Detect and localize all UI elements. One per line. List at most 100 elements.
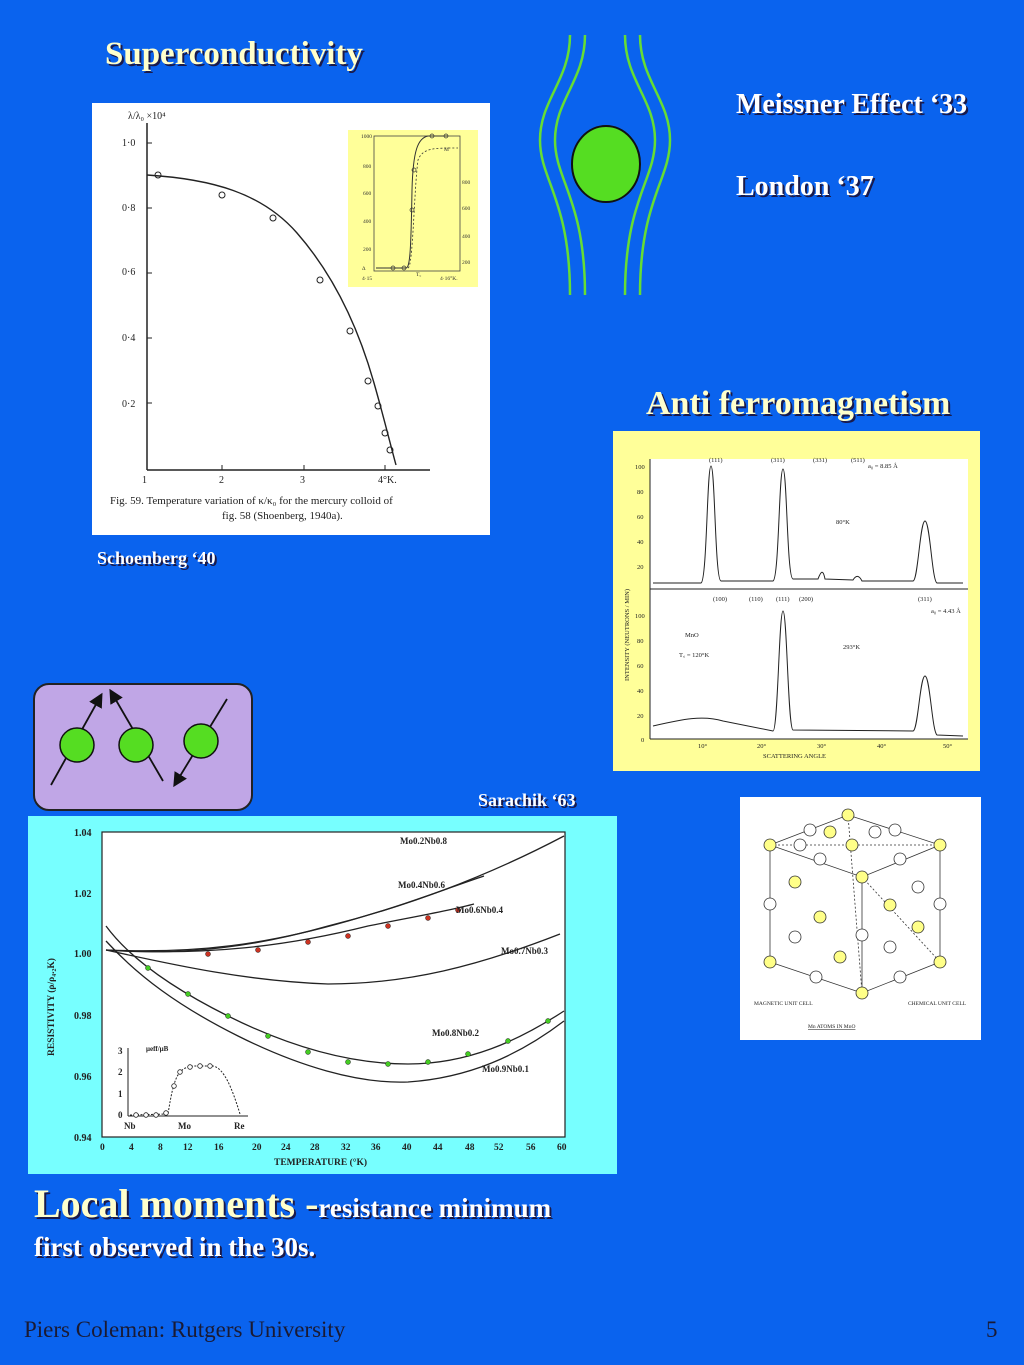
- svg-text:1: 1: [142, 475, 147, 486]
- svg-text:T꜀: T꜀: [416, 272, 421, 278]
- svg-text:293°K: 293°K: [843, 644, 860, 651]
- svg-text:Nb: Nb: [124, 1121, 136, 1131]
- svg-text:8: 8: [158, 1143, 163, 1153]
- svg-text:a₀ = 4.43 Å: a₀ = 4.43 Å: [931, 607, 961, 615]
- superconducting-sphere: [571, 125, 641, 203]
- local-moment-spins-box: [33, 683, 253, 811]
- svg-text:0·6: 0·6: [122, 267, 135, 278]
- svg-text:32: 32: [341, 1143, 351, 1153]
- svg-text:M: M: [444, 147, 449, 153]
- svg-text:Mo0.9Nb0.1: Mo0.9Nb0.1: [482, 1064, 529, 1074]
- svg-text:MnO: MnO: [685, 632, 699, 639]
- svg-text:1.04: 1.04: [74, 828, 92, 839]
- svg-text:Mo0.6Nb0.4: Mo0.6Nb0.4: [456, 905, 503, 915]
- svg-text:0·4: 0·4: [122, 333, 135, 344]
- svg-text:0.96: 0.96: [74, 1072, 92, 1083]
- svg-text:400: 400: [363, 219, 372, 225]
- svg-text:(511): (511): [851, 457, 865, 464]
- svg-text:24: 24: [281, 1143, 291, 1153]
- svg-text:600: 600: [462, 206, 471, 212]
- mno-unit-cell-figure: MAGNETIC UNIT CELL CHEMICAL UNIT CELL Mn…: [740, 797, 981, 1040]
- svg-text:0: 0: [118, 1110, 123, 1120]
- svg-text:100: 100: [635, 613, 645, 620]
- svg-text:60: 60: [557, 1143, 567, 1153]
- meissner-diagram: [538, 34, 672, 296]
- svg-text:600: 600: [363, 191, 372, 197]
- svg-text:4·15: 4·15: [362, 276, 372, 282]
- svg-text:SCATTERING ANGLE: SCATTERING ANGLE: [763, 753, 826, 760]
- svg-text:800: 800: [363, 164, 372, 170]
- slide-title: Superconductivity: [105, 36, 363, 72]
- svg-text:60: 60: [637, 663, 644, 670]
- svg-text:(331): (331): [813, 457, 827, 464]
- svg-text:20: 20: [637, 564, 644, 571]
- schoenberg-ylabel: λ/λ₀ ×10⁴: [128, 111, 166, 122]
- svg-text:20: 20: [637, 713, 644, 720]
- svg-text:TEMPERATURE (°K): TEMPERATURE (°K): [274, 1157, 367, 1168]
- svg-text:CHEMICAL UNIT CELL: CHEMICAL UNIT CELL: [908, 1001, 967, 1007]
- svg-text:48: 48: [465, 1143, 475, 1153]
- svg-text:40°: 40°: [877, 743, 887, 750]
- sarachik-caption: Sarachik ‘63: [478, 790, 576, 810]
- svg-text:1: 1: [118, 1089, 123, 1099]
- schoenberg-caption: Schoenberg ‘40: [97, 548, 216, 568]
- svg-text:30°: 30°: [817, 743, 827, 750]
- svg-text:Mo0.8Nb0.2: Mo0.8Nb0.2: [432, 1028, 479, 1038]
- london-label: London ‘37: [736, 171, 874, 202]
- svg-text:0·8: 0·8: [122, 203, 135, 214]
- svg-text:0.94: 0.94: [74, 1133, 92, 1144]
- local-moments-small: resistance minimum: [318, 1193, 552, 1223]
- spin-sphere-2: [118, 727, 154, 763]
- svg-text:Mo0.2Nb0.8: Mo0.2Nb0.8: [400, 836, 447, 846]
- neutron-scattering-figure: 100 80 60 40 20 100 80 60 40 20 0 (111) …: [613, 431, 980, 771]
- svg-text:Mn ATOMS IN MnO: Mn ATOMS IN MnO: [808, 1024, 855, 1030]
- svg-text:INTENSITY (NEUTRONS / MIN): INTENSITY (NEUTRONS / MIN): [624, 589, 631, 681]
- svg-text:20°: 20°: [757, 743, 767, 750]
- svg-text:100: 100: [635, 464, 645, 471]
- svg-text:4: 4: [129, 1143, 134, 1153]
- svg-text:Mo: Mo: [178, 1121, 191, 1131]
- local-moments-big: Local moments -: [34, 1181, 319, 1226]
- svg-text:(311): (311): [918, 596, 932, 603]
- schoenberg-caption-2: fig. 58 (Shoenberg, 1940a).: [222, 510, 343, 522]
- svg-text:80°K: 80°K: [836, 519, 850, 526]
- svg-text:a₀ = 8.85 Å: a₀ = 8.85 Å: [868, 462, 898, 470]
- svg-text:(111): (111): [709, 457, 723, 464]
- svg-text:μeff/μB: μeff/μB: [146, 1045, 169, 1053]
- svg-text:(100): (100): [713, 596, 727, 603]
- svg-text:10°: 10°: [698, 743, 708, 750]
- svg-text:60: 60: [637, 514, 644, 521]
- svg-text:1.02: 1.02: [74, 889, 92, 900]
- svg-text:80: 80: [637, 638, 644, 645]
- svg-text:0: 0: [100, 1143, 105, 1153]
- svg-text:T꜀ = 120°K: T꜀ = 120°K: [679, 652, 709, 659]
- svg-text:RESISTIVITY (ρ/ρ₄.₂K): RESISTIVITY (ρ/ρ₄.₂K): [46, 958, 57, 1056]
- svg-text:800: 800: [462, 180, 471, 186]
- svg-text:40: 40: [637, 688, 644, 695]
- svg-text:200: 200: [462, 260, 471, 266]
- svg-text:(110): (110): [749, 596, 763, 603]
- svg-text:44: 44: [433, 1143, 443, 1153]
- svg-text:(111): (111): [776, 596, 790, 603]
- svg-text:1·0: 1·0: [122, 138, 135, 149]
- svg-text:36: 36: [371, 1143, 381, 1153]
- page-number: 5: [986, 1317, 998, 1342]
- svg-text:400: 400: [462, 234, 471, 240]
- svg-text:(311): (311): [771, 457, 785, 464]
- svg-text:16: 16: [214, 1143, 224, 1153]
- meissner-label: Meissner Effect ‘33: [736, 89, 968, 120]
- svg-text:3: 3: [300, 475, 305, 486]
- svg-text:56: 56: [526, 1143, 536, 1153]
- schoenberg-caption-1: Fig. 59. Temperature variation of κ/κ₀ f…: [110, 495, 393, 507]
- svg-text:52: 52: [494, 1143, 504, 1153]
- svg-text:200: 200: [363, 247, 372, 253]
- spin-sphere-1: [59, 727, 95, 763]
- svg-text:0·2: 0·2: [122, 399, 135, 410]
- svg-text:4°K.: 4°K.: [378, 475, 397, 486]
- svg-text:40: 40: [637, 539, 644, 546]
- svg-text:Re: Re: [234, 1121, 245, 1131]
- local-moments-line2: first observed in the 30s.: [34, 1232, 316, 1262]
- antiferro-title: Anti ferromagnetism: [646, 385, 951, 422]
- svg-text:2: 2: [118, 1067, 123, 1077]
- svg-text:MAGNETIC UNIT CELL: MAGNETIC UNIT CELL: [754, 1001, 813, 1007]
